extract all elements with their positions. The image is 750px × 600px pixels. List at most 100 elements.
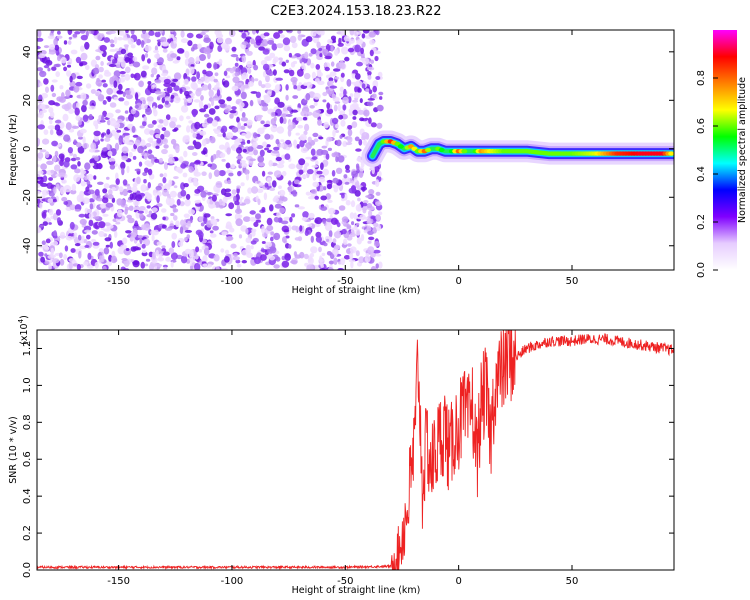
- noise-speckle: [202, 70, 206, 75]
- y-tick-label: 20: [22, 94, 33, 107]
- noise-speckle: [300, 134, 307, 141]
- noise-speckle: [297, 69, 304, 77]
- noise-speckle: [333, 249, 337, 256]
- noise-speckle: [77, 76, 83, 79]
- noise-speckle: [316, 42, 320, 49]
- x-tick-label: -150: [107, 276, 130, 287]
- noise-speckle: [341, 47, 348, 55]
- noise-speckle: [330, 86, 338, 89]
- noise-speckle: [358, 204, 361, 211]
- noise-speckle: [187, 146, 194, 150]
- noise-speckle: [160, 173, 164, 177]
- noise-speckle: [125, 67, 131, 74]
- noise-speckle: [49, 44, 55, 50]
- noise-speckle: [75, 243, 81, 246]
- noise-speckle: [44, 45, 49, 48]
- noise-speckle: [231, 164, 235, 169]
- noise-speckle: [38, 170, 44, 174]
- noise-speckle: [333, 238, 337, 243]
- noise-speckle: [230, 68, 235, 73]
- noise-speckle: [181, 38, 188, 43]
- noise-speckle: [216, 266, 220, 272]
- noise-speckle: [367, 203, 372, 208]
- noise-speckle: [354, 225, 358, 230]
- noise-speckle: [78, 235, 82, 241]
- noise-speckle: [37, 67, 43, 71]
- noise-speckle: [242, 33, 247, 39]
- noise-speckle: [65, 90, 70, 97]
- noise-speckle: [319, 177, 325, 183]
- noise-speckle: [367, 231, 374, 235]
- noise-speckle: [339, 135, 342, 139]
- noise-speckle: [43, 175, 47, 182]
- noise-speckle: [84, 230, 91, 233]
- y-tick-label: 1.0: [22, 377, 33, 393]
- noise-speckle: [200, 77, 205, 82]
- noise-speckle: [231, 145, 235, 150]
- noise-speckle: [204, 213, 211, 217]
- noise-speckle: [315, 110, 321, 113]
- noise-speckle: [100, 45, 107, 51]
- noise-speckle: [174, 96, 181, 104]
- noise-speckle: [98, 74, 103, 79]
- noise-speckle: [334, 49, 338, 56]
- noise-speckle: [161, 245, 165, 248]
- noise-speckle: [81, 170, 86, 174]
- noise-speckle: [347, 243, 352, 246]
- noise-speckle: [240, 85, 244, 93]
- y-tick-label: 0.0: [22, 562, 33, 578]
- noise-speckle: [112, 59, 115, 65]
- noise-speckle: [119, 77, 125, 82]
- noise-speckle: [151, 74, 154, 78]
- noise-speckle: [85, 65, 90, 70]
- noise-speckle: [162, 190, 169, 197]
- noise-speckle: [247, 146, 253, 152]
- signal-hotspot: [425, 148, 431, 152]
- noise-speckle: [232, 86, 239, 92]
- noise-speckle: [195, 246, 199, 252]
- noise-speckle: [276, 157, 282, 161]
- noise-speckle: [261, 207, 265, 212]
- noise-speckle: [48, 100, 55, 105]
- noise-speckle: [297, 108, 300, 112]
- noise-speckle: [86, 235, 91, 240]
- noise-speckle: [141, 40, 144, 48]
- noise-speckle: [44, 246, 50, 250]
- signal-hotspot: [461, 149, 467, 153]
- noise-speckle: [52, 79, 58, 82]
- noise-speckle: [375, 201, 381, 206]
- noise-speckle: [203, 47, 210, 54]
- noise-speckle: [220, 248, 224, 252]
- noise-speckle: [224, 108, 230, 113]
- noise-speckle: [139, 162, 142, 167]
- noise-speckle: [158, 104, 164, 109]
- noise-speckle: [303, 82, 308, 86]
- noise-speckle: [209, 201, 213, 205]
- noise-speckle: [133, 260, 140, 267]
- noise-speckle: [89, 106, 96, 110]
- noise-speckle: [316, 64, 321, 70]
- noise-speckle: [141, 71, 147, 78]
- noise-speckle: [230, 110, 237, 113]
- noise-speckle: [351, 185, 356, 191]
- noise-speckle: [163, 267, 167, 272]
- noise-speckle: [147, 96, 154, 101]
- noise-speckle: [126, 248, 130, 251]
- noise-speckle: [376, 192, 381, 196]
- noise-speckle: [152, 234, 155, 241]
- noise-speckle: [184, 237, 188, 241]
- noise-speckle: [236, 117, 240, 123]
- noise-speckle: [106, 113, 113, 119]
- noise-speckle: [116, 90, 123, 94]
- noise-speckle: [99, 67, 104, 73]
- noise-speckle: [241, 142, 246, 145]
- noise-speckle: [152, 207, 158, 212]
- noise-speckle: [233, 256, 240, 260]
- noise-speckle: [55, 64, 60, 68]
- noise-speckle: [292, 190, 296, 197]
- noise-speckle: [330, 45, 333, 52]
- x-tick-label: 0: [455, 576, 461, 587]
- noise-speckle: [283, 37, 290, 45]
- noise-speckle: [252, 142, 258, 148]
- noise-speckle: [90, 203, 94, 209]
